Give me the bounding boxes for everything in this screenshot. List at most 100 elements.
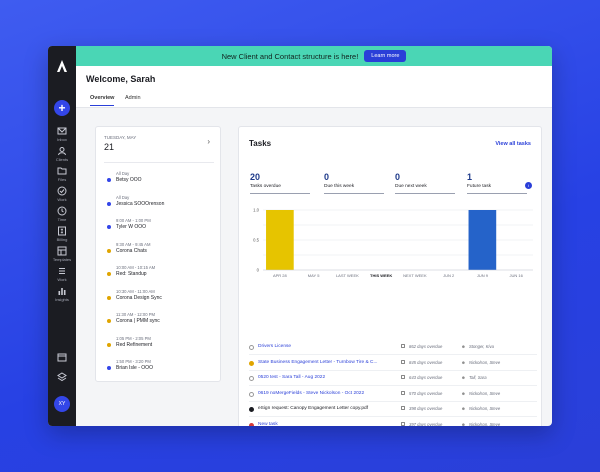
event-name: Tyler W OOO bbox=[116, 224, 146, 230]
stat-value: 1 bbox=[467, 172, 473, 182]
task-assignee: Nickolson, Steve bbox=[469, 359, 501, 365]
stat-tasks-overdue[interactable]: 20 Tasks overdue bbox=[250, 172, 281, 189]
sidebar-item-label: Clients bbox=[55, 157, 69, 162]
task-status-icon[interactable] bbox=[249, 376, 254, 381]
event-color-dot bbox=[107, 272, 111, 276]
insights-icon bbox=[58, 288, 66, 295]
event-name: Betsy OOO bbox=[116, 177, 142, 183]
event-time: 10:30 AM - 11:00 AM bbox=[116, 288, 155, 294]
x-tick-label: NEXT WEEK bbox=[403, 273, 427, 278]
sidebar-item-label: Work bbox=[57, 277, 67, 282]
task-row[interactable]: 0520 test - Sara Tall - Aug 2022 643 days… bbox=[249, 372, 537, 384]
chevron-right-icon[interactable]: › bbox=[207, 137, 210, 146]
sidebar-item-billing[interactable]: Billing bbox=[48, 226, 76, 242]
tasks-card: Tasks View all tasks 20 Tasks overdue 0 … bbox=[238, 126, 542, 426]
stat-label: Due this week bbox=[324, 184, 355, 189]
calendar-shortcut[interactable] bbox=[48, 352, 76, 362]
task-row[interactable]: 0619 noMergeFields - Steve Nickolson - O… bbox=[249, 388, 537, 400]
row-divider bbox=[249, 385, 537, 386]
work-list-icon bbox=[59, 268, 65, 274]
calendar-weekday: TUESDAY, MAY bbox=[104, 135, 137, 140]
stat-label: Future task bbox=[467, 184, 491, 189]
due-date-icon bbox=[401, 390, 405, 395]
canopy-logo[interactable] bbox=[54, 58, 70, 74]
avatar[interactable]: XY bbox=[54, 396, 70, 412]
announcement-banner: New Client and Contact structure is here… bbox=[76, 46, 552, 66]
stat-future-task[interactable]: 1 Future task bbox=[467, 172, 491, 189]
sidebar: + Inbox Clients Files Work Time Billing … bbox=[48, 46, 76, 426]
stat-label: Tasks overdue bbox=[250, 184, 281, 189]
task-row[interactable]: State Business Engagement Letter - Turnb… bbox=[249, 357, 537, 369]
view-all-tasks-link[interactable]: View all tasks bbox=[495, 141, 531, 147]
event-name: Red Refinement bbox=[116, 341, 153, 348]
sidebar-item-label: Inbox bbox=[57, 137, 67, 142]
event-name: Corona | PMM sync bbox=[116, 318, 160, 324]
chart-bar[interactable] bbox=[266, 210, 294, 270]
row-divider bbox=[249, 400, 537, 402]
tasks-bar-chart: 1.0 0.5 0 APR 28 MAY 5 LAST WEEK THIS WEEK NEXT… bbox=[253, 208, 533, 278]
task-title[interactable]: Drivers License bbox=[258, 344, 292, 349]
task-title[interactable]: New task bbox=[258, 421, 278, 427]
layers-icon bbox=[57, 372, 67, 382]
task-assignee: Nickolson, Steve bbox=[469, 406, 501, 411]
task-row[interactable]: eSign request: Canopy Engagement Letter … bbox=[249, 403, 537, 415]
stat-due-next-week[interactable]: 0 Due next week bbox=[395, 172, 427, 189]
task-title[interactable]: 0520 test - Sara Tall - Aug 2022 bbox=[258, 375, 326, 380]
layers-shortcut[interactable] bbox=[48, 372, 76, 382]
task-row[interactable]: New task 397 days overdue ☻ Nickolson, Stev… bbox=[249, 419, 537, 427]
task-row[interactable]: Drivers License 862 days overdue ☻ Stonger,… bbox=[249, 341, 537, 353]
event-time: 9:00 AM - 1:00 PM bbox=[116, 218, 151, 223]
sidebar-item-inbox[interactable]: Inbox bbox=[48, 126, 76, 142]
x-tick-label: JUN 16 bbox=[509, 273, 523, 278]
sidebar-item-label: Time bbox=[57, 217, 67, 222]
task-status-icon[interactable] bbox=[249, 391, 254, 397]
event-name: Red: Standup bbox=[116, 271, 147, 277]
task-title[interactable]: State Business Engagement Letter - Turnb… bbox=[258, 359, 378, 365]
task-status-icon[interactable] bbox=[249, 422, 254, 426]
sidebar-item-label: Templates bbox=[52, 257, 72, 262]
chart-bar[interactable] bbox=[468, 210, 497, 270]
assignee-icon: ☻ bbox=[461, 421, 466, 427]
event-time: 1:05 PM - 2:05 PM bbox=[116, 335, 151, 341]
sidebar-item-time[interactable]: Time bbox=[48, 206, 76, 222]
tab-admin[interactable]: Admin bbox=[125, 95, 141, 101]
event-color-dot bbox=[107, 319, 111, 323]
task-status-icon[interactable] bbox=[249, 360, 254, 366]
task-assignee: Tall, Sara bbox=[469, 375, 487, 380]
task-status-icon[interactable] bbox=[249, 407, 254, 412]
billing-icon bbox=[58, 226, 66, 236]
calendar-icon bbox=[57, 353, 67, 362]
inbox-icon bbox=[57, 127, 67, 135]
work-icon bbox=[57, 186, 67, 196]
add-button[interactable]: + bbox=[54, 100, 70, 116]
stat-due-this-week[interactable]: 0 Due this week bbox=[324, 172, 354, 189]
task-title[interactable]: 0619 noMergeFields - Steve Nickolson - O… bbox=[258, 390, 365, 396]
tab-overview[interactable]: Overview bbox=[90, 95, 115, 106]
task-status-icon[interactable] bbox=[249, 345, 254, 350]
sidebar-item-templates[interactable]: Templates bbox=[48, 246, 76, 262]
assignee-icon: ☻ bbox=[461, 359, 466, 365]
x-tick-label: THIS WEEK bbox=[370, 273, 392, 278]
x-tick-label: LAST WEEK bbox=[336, 273, 359, 278]
event-time: 9:30 AM - 9:45 AM bbox=[116, 241, 151, 247]
learn-more-button[interactable]: Learn more bbox=[364, 50, 407, 62]
stat-underline bbox=[324, 193, 384, 194]
due-date-icon bbox=[401, 421, 405, 426]
task-overdue: 643 days overdue bbox=[409, 375, 443, 380]
stat-label: Due next week bbox=[395, 184, 427, 189]
stat-value: 20 bbox=[250, 172, 261, 182]
row-divider bbox=[249, 354, 537, 355]
event-time: 1:50 PM - 3:20 PM bbox=[116, 359, 151, 364]
sidebar-item-clients[interactable]: Clients bbox=[48, 146, 76, 162]
event-name: Corona Chats bbox=[116, 247, 147, 254]
sidebar-item-insights[interactable]: Insights bbox=[48, 286, 76, 302]
sidebar-item-work[interactable]: Work bbox=[48, 186, 76, 202]
event-name: Brian Isle - OOO bbox=[116, 365, 153, 371]
task-overdue: 397 days overdue bbox=[409, 421, 443, 427]
info-icon[interactable]: i bbox=[525, 182, 532, 189]
task-overdue: 570 days overdue bbox=[409, 390, 443, 396]
task-title[interactable]: eSign request: Canopy Engagement Letter … bbox=[258, 406, 369, 411]
sidebar-item-work-list[interactable]: Work bbox=[48, 266, 76, 282]
sidebar-item-files[interactable]: Files bbox=[48, 166, 76, 182]
row-divider bbox=[249, 369, 537, 371]
